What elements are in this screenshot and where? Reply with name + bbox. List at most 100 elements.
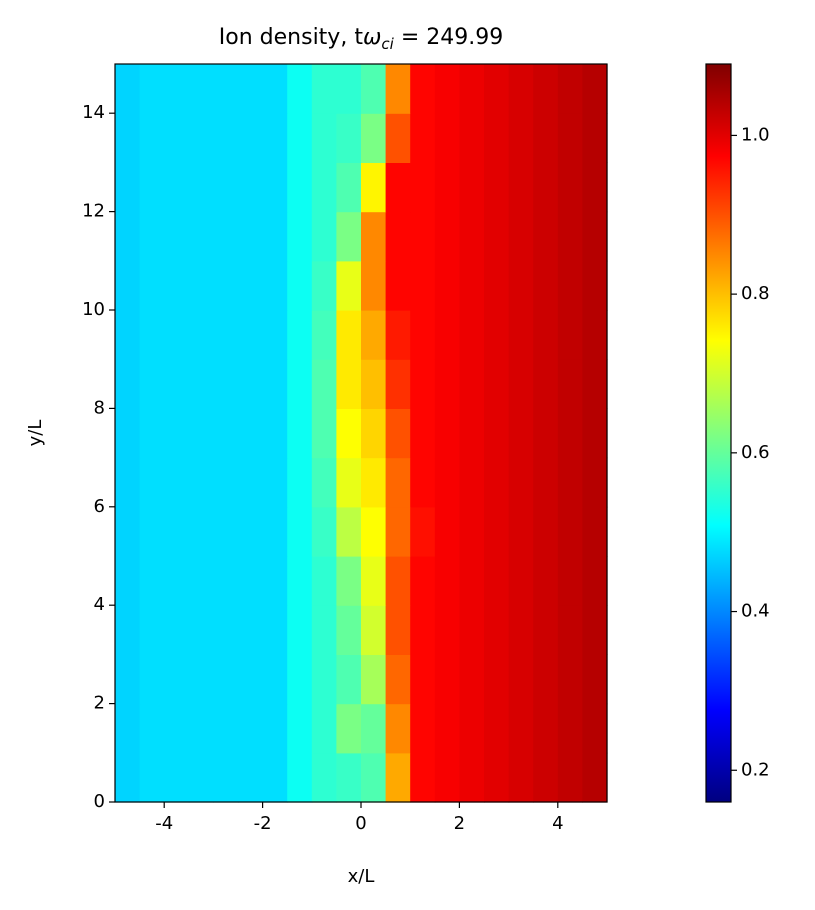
heatmap-cell	[213, 506, 239, 557]
heatmap-cell	[139, 703, 165, 754]
heatmap-cell	[262, 211, 288, 262]
heatmap-cell	[164, 654, 190, 705]
heatmap-cell	[311, 310, 337, 360]
heatmap-cell	[361, 654, 387, 705]
heatmap-cell	[262, 556, 288, 606]
heatmap-cell	[287, 605, 313, 655]
heatmap-cell	[484, 506, 510, 557]
heatmap-cell	[238, 457, 264, 508]
heatmap-cell	[434, 408, 460, 459]
heatmap-cell	[336, 162, 362, 213]
colorbar-tick-label: 0.8	[741, 283, 770, 304]
heatmap-cell	[139, 260, 165, 311]
heatmap-cell	[484, 703, 510, 754]
heatmap-cell	[139, 359, 165, 409]
heatmap-cell	[582, 506, 608, 557]
heatmap-cell	[164, 64, 190, 114]
heatmap-cell	[238, 605, 264, 655]
heatmap-cell	[115, 605, 141, 655]
heatmap-cell	[188, 408, 214, 459]
heatmap-cell	[434, 556, 460, 606]
y-tick-label: 2	[94, 693, 105, 714]
heatmap-cell	[410, 556, 436, 606]
heatmap-cell	[361, 556, 387, 606]
heatmap-cell	[139, 211, 165, 262]
heatmap-cell	[557, 654, 583, 705]
y-tick-label: 4	[94, 594, 105, 615]
heatmap-cell	[336, 752, 362, 803]
colorbar-tick-label: 0.2	[741, 759, 770, 780]
heatmap-cell	[336, 556, 362, 606]
heatmap-cell	[139, 654, 165, 705]
heatmap-cell	[164, 556, 190, 606]
heatmap-cell	[262, 457, 288, 508]
heatmap-cell	[582, 408, 608, 459]
heatmap-cell	[533, 310, 559, 360]
heatmap-cell	[361, 408, 387, 459]
heatmap-cell	[361, 457, 387, 508]
heatmap-cell	[213, 752, 239, 803]
title-suffix: = 249.99	[401, 25, 503, 50]
heatmap-cell	[410, 260, 436, 311]
x-tick-label: 0	[355, 813, 366, 834]
heatmap-cell	[188, 211, 214, 262]
heatmap-cell	[115, 64, 141, 114]
heatmap-cell	[164, 260, 190, 311]
heatmap-cell	[115, 211, 141, 262]
chart-title: Ion density, tωci = 249.99	[219, 25, 503, 53]
heatmap-cell	[139, 64, 165, 114]
y-axis-label: y/L	[25, 420, 46, 447]
heatmap-cell	[311, 654, 337, 705]
heatmap-cell	[361, 605, 387, 655]
heatmap-cell	[557, 310, 583, 360]
heatmap-cell	[459, 211, 485, 262]
heatmap-cell	[434, 211, 460, 262]
heatmap-cell	[361, 703, 387, 754]
heatmap-cell	[164, 703, 190, 754]
heatmap-cell	[508, 162, 534, 213]
heatmap-cell	[582, 654, 608, 705]
heatmap-cell	[361, 64, 387, 114]
heatmap-cell	[238, 162, 264, 213]
heatmap-cell	[459, 605, 485, 655]
heatmap-cell	[459, 162, 485, 213]
heatmap-cell	[459, 260, 485, 311]
heatmap-cell	[115, 457, 141, 508]
heatmap-cell	[582, 113, 608, 163]
heatmap-cell	[557, 506, 583, 557]
heatmap-cell	[410, 506, 436, 557]
heatmap-cell	[238, 113, 264, 163]
heatmap-cell	[385, 113, 411, 163]
heatmap-cell	[410, 64, 436, 114]
heatmap-cell	[533, 211, 559, 262]
heatmap-cell	[508, 260, 534, 311]
heatmap-cell	[287, 654, 313, 705]
heatmap-cell	[287, 556, 313, 606]
heatmap-cell	[508, 359, 534, 409]
heatmap-cell	[434, 605, 460, 655]
heatmap-cell	[484, 211, 510, 262]
heatmap-cell	[311, 359, 337, 409]
heatmap-cell	[410, 408, 436, 459]
heatmap-cell	[115, 260, 141, 311]
heatmap-cell	[213, 703, 239, 754]
heatmap-cell	[311, 211, 337, 262]
heatmap-cell	[188, 703, 214, 754]
heatmap-cell	[262, 113, 288, 163]
heatmap-cell	[336, 703, 362, 754]
heatmap-cell	[434, 162, 460, 213]
y-tick-label: 10	[82, 299, 105, 320]
heatmap-cell	[139, 408, 165, 459]
heatmap-cell	[459, 64, 485, 114]
x-tick-label: 2	[454, 813, 465, 834]
heatmap-cell	[385, 64, 411, 114]
heatmap-cell	[262, 752, 288, 803]
heatmap-cell	[557, 556, 583, 606]
heatmap-cell	[262, 605, 288, 655]
heatmap-cell	[164, 359, 190, 409]
heatmap-cell	[287, 506, 313, 557]
heatmap-cell	[311, 556, 337, 606]
heatmap-cell	[557, 113, 583, 163]
heatmap-cell	[164, 211, 190, 262]
heatmap-cell	[434, 64, 460, 114]
